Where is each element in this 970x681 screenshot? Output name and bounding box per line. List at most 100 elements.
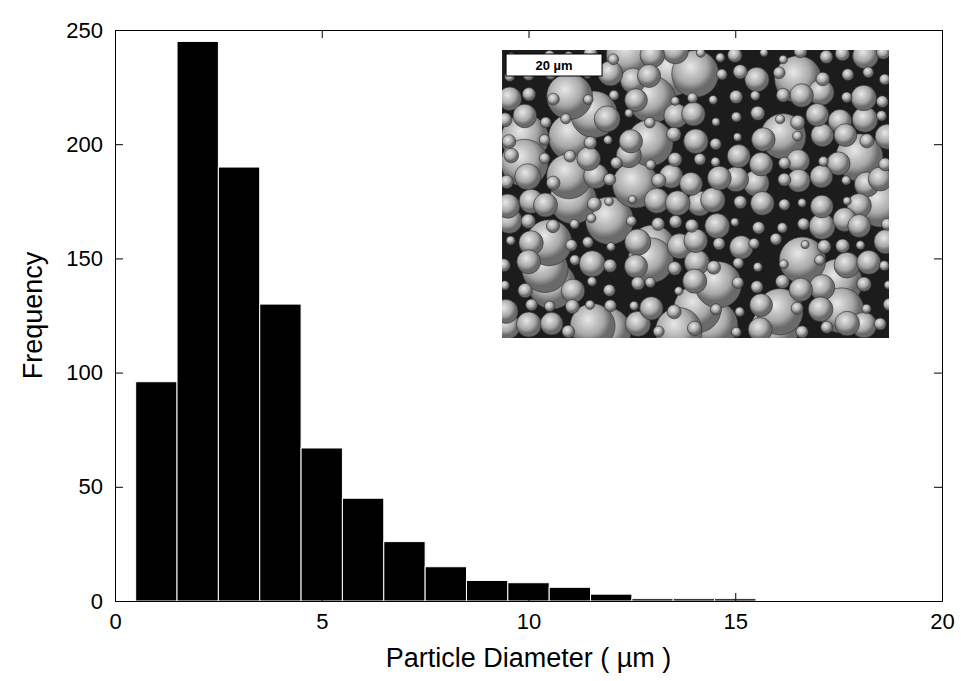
- particle: [841, 92, 852, 103]
- particle: [752, 128, 776, 152]
- particle: [631, 277, 644, 290]
- particle: [565, 300, 579, 314]
- particle: [674, 287, 683, 296]
- x-axis: 05101520: [109, 593, 954, 634]
- tick-mark: [115, 144, 123, 145]
- particle: [625, 109, 633, 117]
- tick: 10: [517, 593, 541, 634]
- particle: [502, 259, 510, 272]
- tick-mark: [322, 30, 323, 38]
- tick-mark: [115, 373, 123, 374]
- y-right-axis: [934, 31, 943, 602]
- y-axis: 050100150200250: [66, 18, 123, 614]
- particle: [502, 135, 516, 149]
- particle: [608, 54, 619, 65]
- particle: [760, 50, 768, 57]
- particle: [644, 117, 655, 128]
- particle: [547, 74, 593, 120]
- particle: [705, 214, 730, 239]
- particle: [777, 223, 787, 233]
- particle: [684, 129, 709, 154]
- tick-label: 20: [930, 609, 954, 634]
- particle: [707, 261, 721, 275]
- particle: [518, 283, 532, 297]
- particle: [883, 298, 889, 310]
- tick-mark: [322, 593, 323, 601]
- particle: [734, 196, 747, 209]
- particle: [570, 255, 580, 265]
- tick-label: 100: [66, 360, 103, 385]
- particle: [645, 277, 655, 287]
- particle: [546, 176, 560, 190]
- particle: [603, 284, 615, 296]
- x-top-axis: [116, 30, 943, 38]
- particle: [540, 312, 563, 335]
- tick-mark: [934, 258, 942, 259]
- tick-mark: [115, 258, 123, 259]
- tick: [115, 30, 116, 38]
- particle: [876, 111, 886, 121]
- particle: [607, 242, 616, 251]
- particle: [502, 194, 520, 218]
- particle: [671, 97, 680, 106]
- tick: [934, 30, 942, 31]
- particle: [879, 158, 889, 171]
- tick-mark: [735, 593, 736, 601]
- particle: [752, 222, 764, 234]
- tick-label: 150: [66, 246, 103, 271]
- particle: [561, 114, 571, 124]
- particle: [561, 279, 585, 303]
- particle: [609, 90, 619, 100]
- particle: [504, 148, 519, 163]
- particle: [652, 218, 665, 231]
- particle: [810, 195, 833, 218]
- particle: [749, 238, 760, 249]
- particle: [637, 64, 660, 87]
- particle: [513, 104, 537, 128]
- tick-label: 5: [316, 609, 328, 634]
- particle: [579, 251, 605, 277]
- tick: [934, 144, 942, 145]
- tick-label: 250: [66, 18, 103, 43]
- particle: [842, 69, 854, 81]
- particle: [716, 53, 725, 62]
- x-axis-title: Particle Diameter ( µm ): [386, 643, 672, 673]
- particle: [701, 188, 726, 213]
- tick-mark: [934, 144, 942, 145]
- particle: [611, 157, 623, 169]
- particle: [605, 197, 614, 206]
- particle: [748, 318, 772, 338]
- particle: [735, 307, 744, 316]
- particle: [652, 173, 666, 187]
- particle: [667, 127, 681, 141]
- particle: [668, 262, 682, 276]
- particle: [516, 312, 541, 337]
- tick-label: 0: [91, 589, 103, 614]
- particle: [712, 118, 720, 126]
- scale-bar: 20 µm: [506, 54, 602, 76]
- particle: [879, 74, 889, 85]
- bar: [301, 448, 342, 601]
- particle: [749, 153, 772, 176]
- tick-mark: [934, 373, 942, 374]
- tick-label: 15: [724, 609, 748, 634]
- particle: [842, 176, 851, 185]
- particle: [604, 259, 617, 272]
- particle: [732, 277, 743, 288]
- particle: [776, 275, 790, 289]
- particle: [820, 50, 833, 63]
- particle: [834, 252, 860, 278]
- particle: [577, 147, 601, 171]
- particle: [562, 325, 575, 338]
- inset: 20 µm: [494, 32, 904, 356]
- bar: [342, 498, 383, 601]
- particle: [731, 112, 741, 122]
- tick: 250: [66, 18, 123, 43]
- particle: [789, 278, 812, 301]
- tick: 200: [66, 132, 123, 157]
- bar: [136, 382, 177, 601]
- particle: [731, 218, 739, 226]
- particle: [876, 50, 889, 59]
- particle: [685, 219, 698, 232]
- particle: [502, 281, 509, 290]
